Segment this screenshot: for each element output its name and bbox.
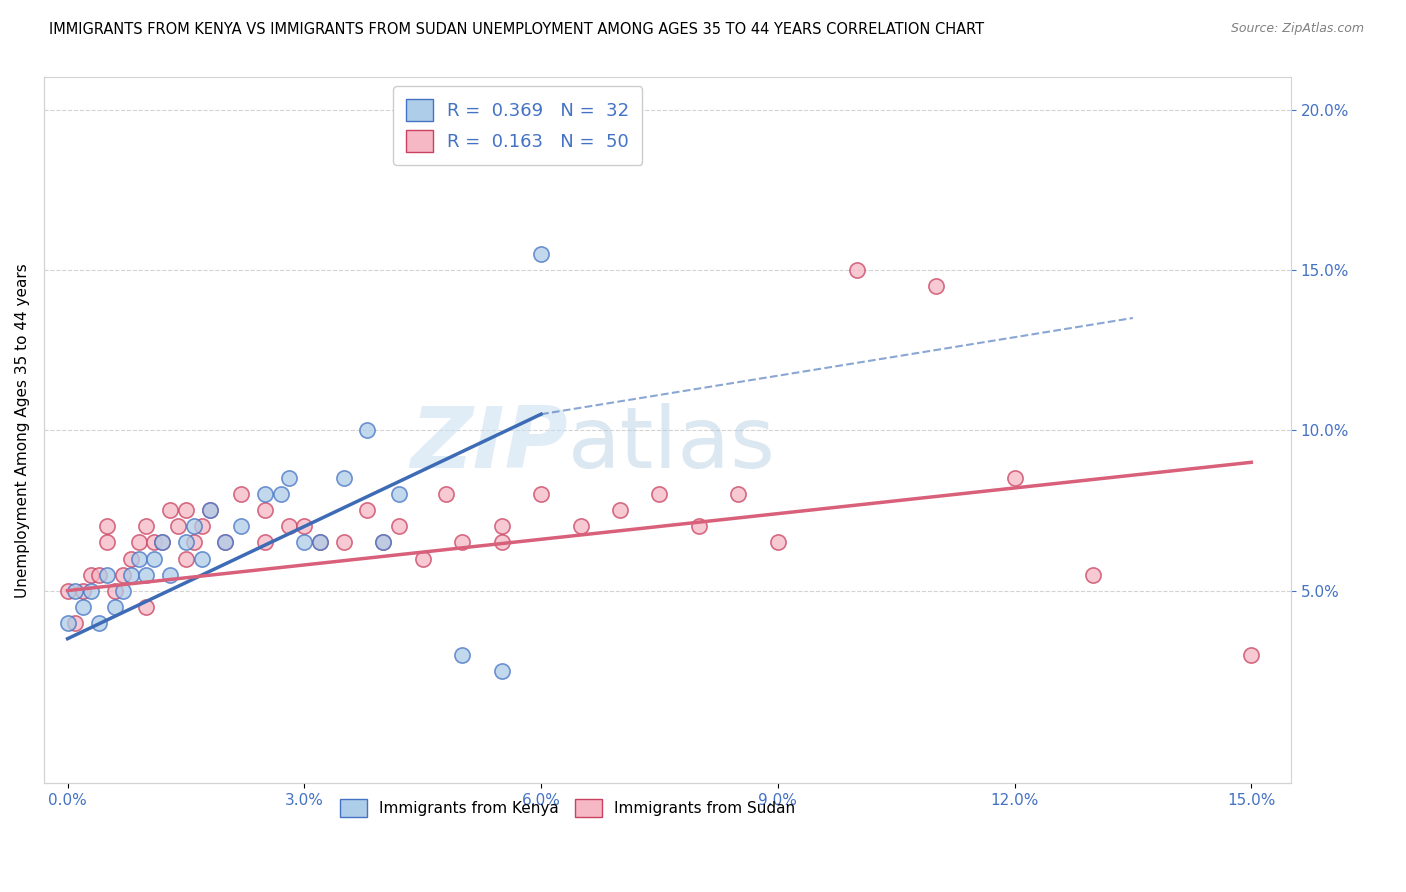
Point (80, 583, 103, 598)
Point (292, 519, 315, 533)
Point (89, 615, 111, 630)
Point (167, 519, 190, 533)
Point (451, 535, 474, 549)
Point (104, 599, 127, 614)
Point (231, 519, 253, 533)
Point (1240, 648, 1263, 662)
Point (530, 247, 553, 261)
Point (56, 615, 79, 630)
Point (65, 615, 87, 630)
Point (111, 583, 134, 598)
Point (174, 535, 197, 549)
Point (1083, 567, 1105, 582)
Point (491, 664, 513, 678)
Point (373, 535, 395, 549)
Point (309, 535, 332, 549)
Point (128, 551, 150, 566)
Point (120, 567, 142, 582)
Point (72, 599, 94, 614)
Point (150, 535, 173, 549)
Text: Source: ZipAtlas.com: Source: ZipAtlas.com (1230, 22, 1364, 36)
Point (332, 471, 354, 485)
Point (214, 535, 236, 549)
Text: ZIP: ZIP (411, 403, 568, 486)
Point (609, 503, 631, 517)
Point (96, 535, 118, 549)
Point (253, 503, 276, 517)
Point (491, 519, 513, 533)
Point (231, 487, 253, 501)
Point (174, 503, 197, 517)
Point (150, 535, 173, 549)
Point (451, 648, 474, 662)
Point (183, 535, 205, 549)
Text: atlas: atlas (568, 403, 776, 486)
Point (198, 503, 221, 517)
Point (214, 535, 236, 549)
Point (96, 519, 118, 533)
Point (143, 551, 166, 566)
Point (159, 567, 181, 582)
Point (270, 487, 292, 501)
Text: IMMIGRANTS FROM KENYA VS IMMIGRANTS FROM SUDAN UNEMPLOYMENT AMONG AGES 35 TO 44 : IMMIGRANTS FROM KENYA VS IMMIGRANTS FROM… (49, 22, 984, 37)
Y-axis label: Unemployment Among Ages 35 to 44 years: Unemployment Among Ages 35 to 44 years (15, 263, 30, 598)
Point (412, 551, 434, 566)
Point (845, 263, 868, 277)
Point (104, 583, 127, 598)
Legend: Immigrants from Kenya, Immigrants from Sudan: Immigrants from Kenya, Immigrants from S… (332, 791, 803, 825)
Point (143, 535, 166, 549)
Point (766, 535, 789, 549)
Point (688, 519, 710, 533)
Point (434, 487, 457, 501)
Point (174, 551, 197, 566)
Point (292, 535, 315, 549)
Point (309, 535, 332, 549)
Point (356, 503, 378, 517)
Point (253, 535, 276, 549)
Point (569, 519, 592, 533)
Point (727, 487, 749, 501)
Point (277, 519, 299, 533)
Point (388, 487, 411, 501)
Point (1004, 471, 1026, 485)
Point (190, 519, 212, 533)
Point (120, 551, 142, 566)
Point (183, 519, 205, 533)
Point (135, 519, 157, 533)
Point (89, 567, 111, 582)
Point (135, 599, 157, 614)
Point (332, 535, 354, 549)
Point (80, 567, 103, 582)
Point (277, 471, 299, 485)
Point (388, 519, 411, 533)
Point (491, 535, 513, 549)
Point (72, 583, 94, 598)
Point (56, 583, 79, 598)
Point (159, 503, 181, 517)
Point (128, 535, 150, 549)
Point (198, 503, 221, 517)
Point (253, 487, 276, 501)
Point (924, 279, 946, 293)
Point (111, 567, 134, 582)
Point (356, 423, 378, 437)
Point (135, 567, 157, 582)
Point (96, 567, 118, 582)
Point (373, 535, 395, 549)
Point (530, 487, 553, 501)
Point (648, 487, 671, 501)
Point (190, 551, 212, 566)
Point (65, 583, 87, 598)
